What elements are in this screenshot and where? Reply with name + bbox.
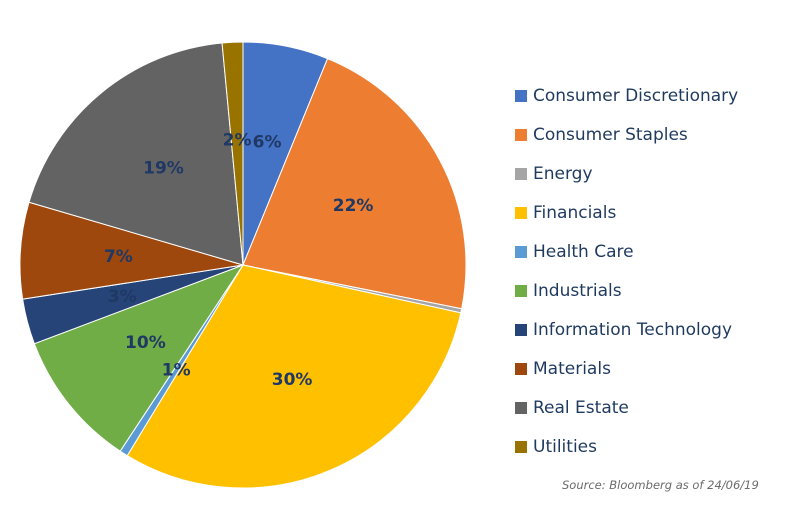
legend-swatch	[515, 245, 527, 258]
legend-item-industrials: Industrials	[515, 271, 738, 310]
legend-swatch	[515, 362, 527, 375]
pie-chart: 6% 22% 30% 1% 10% 3% 7% 19% 2%	[19, 41, 467, 489]
legend-item-consumer-staples: Consumer Staples	[515, 115, 738, 154]
legend-item-materials: Materials	[515, 349, 738, 388]
legend-label: Materials	[533, 358, 611, 379]
pie-data-labels: 6% 22% 30% 1% 10% 3% 7% 19% 2%	[104, 130, 374, 390]
pie-slices	[19, 41, 467, 489]
legend-swatch	[515, 89, 527, 102]
legend-label: Financials	[533, 202, 617, 223]
legend-swatch	[515, 167, 527, 180]
legend-label: Consumer Staples	[533, 124, 688, 145]
pie-slice-industrials	[33, 263, 245, 452]
data-label-industrials: 10%	[125, 333, 166, 353]
data-label-consumer-discretionary: 6%	[253, 133, 282, 153]
data-label-utilities: 2%	[223, 130, 252, 150]
pie-slice-consumer-staples	[242, 57, 467, 310]
legend-swatch	[515, 401, 527, 414]
data-label-health-care: 1%	[162, 361, 191, 381]
legend-label: Health Care	[533, 241, 634, 262]
legend-label: Consumer Discretionary	[533, 85, 739, 106]
chart-legend: Consumer Discretionary Consumer Staples En…	[515, 76, 738, 466]
legend-label: Real Estate	[533, 397, 629, 418]
legend-swatch	[515, 440, 527, 453]
pie-slice-utilities	[221, 41, 244, 266]
legend-item-energy: Energy	[515, 154, 738, 193]
pie-slice-financials	[126, 264, 462, 489]
data-label-consumer-staples: 22%	[333, 196, 374, 216]
legend-item-information-technology: Information Technology	[515, 310, 738, 349]
legend-item-health-care: Health Care	[515, 232, 738, 271]
data-label-financials: 30%	[272, 370, 313, 390]
legend-swatch	[515, 206, 527, 219]
legend-label: Utilities	[533, 436, 597, 457]
legend-label: Industrials	[533, 280, 622, 301]
legend-swatch	[515, 128, 527, 141]
legend-swatch	[515, 284, 527, 297]
legend-swatch	[515, 323, 527, 336]
pie-slice-real-estate	[28, 42, 244, 266]
legend-item-utilities: Utilities	[515, 427, 738, 466]
data-label-materials: 7%	[104, 247, 133, 267]
legend-label: Energy	[533, 163, 593, 184]
legend-item-real-estate: Real Estate	[515, 388, 738, 427]
legend-item-consumer-discretionary: Consumer Discretionary	[515, 76, 738, 115]
data-label-real-estate: 19%	[143, 159, 184, 179]
data-label-information-technology: 3%	[108, 287, 137, 307]
legend-label: Information Technology	[533, 319, 733, 340]
source-note: Source: Bloomberg as of 24/06/19	[562, 478, 759, 492]
legend-item-financials: Financials	[515, 193, 738, 232]
